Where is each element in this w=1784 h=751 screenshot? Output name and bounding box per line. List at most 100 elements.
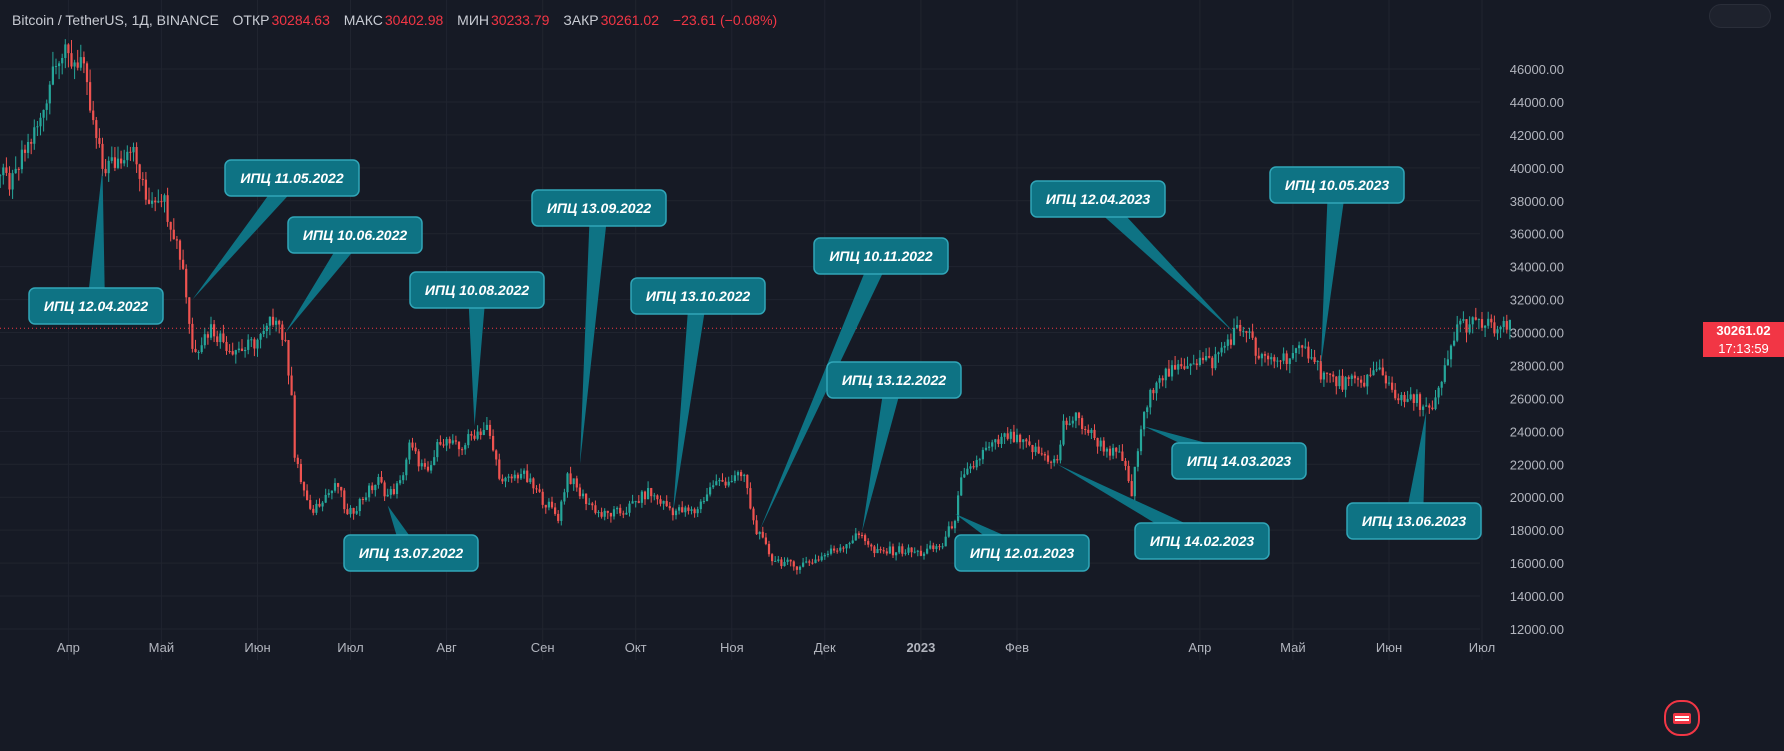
y-tick-label: 38000.00: [1510, 194, 1564, 209]
candle-up: [907, 547, 910, 553]
y-tick-label: 32000.00: [1510, 293, 1564, 308]
candle-up: [374, 484, 377, 491]
candle-down: [92, 110, 95, 121]
callout-box: [630, 277, 766, 315]
candle-up: [333, 483, 337, 491]
callout-label: ИПЦ 13.07.2022: [359, 545, 464, 561]
candle-down: [82, 57, 85, 64]
candle-down: [1505, 321, 1508, 330]
candle-down: [206, 334, 209, 338]
candle-up: [33, 127, 36, 144]
candle-down: [1329, 373, 1332, 375]
candle-down: [1245, 331, 1248, 333]
candle-up: [1508, 319, 1511, 330]
candle-down: [1474, 317, 1477, 320]
candle-up: [1387, 382, 1391, 384]
candle-up: [702, 501, 705, 503]
candle-down: [1313, 357, 1316, 363]
callout-pointer: [87, 167, 105, 307]
candle-up: [904, 552, 907, 554]
candle-up: [73, 62, 76, 67]
candle-down: [470, 434, 473, 436]
candle-up: [259, 333, 262, 340]
candle-up: [994, 439, 997, 443]
candle-down: [318, 503, 321, 507]
candle-down: [575, 478, 578, 488]
callout-pointer: [1405, 411, 1427, 522]
candle-up: [1105, 448, 1108, 452]
candle-up: [485, 424, 488, 430]
candle-down: [296, 457, 299, 464]
candle-up: [547, 501, 550, 508]
tradingview-logo-icon[interactable]: [1664, 700, 1700, 736]
candle-down: [1391, 382, 1394, 390]
candle-up: [1322, 372, 1325, 380]
callout-pointer: [862, 378, 903, 532]
candle-up: [926, 548, 929, 554]
candle-up: [163, 195, 166, 202]
candle-up: [107, 160, 110, 174]
candle-down: [461, 449, 464, 451]
candle-up: [2, 167, 5, 176]
candle-down: [919, 550, 922, 556]
candle-up: [1422, 406, 1425, 410]
open-label: ОТКР: [232, 12, 270, 28]
callout-box: [1346, 502, 1482, 540]
callout-box: [1134, 522, 1270, 560]
candle-down: [380, 476, 383, 483]
callout-box: [287, 216, 423, 254]
candle-down: [554, 507, 557, 514]
candle-down: [448, 438, 451, 444]
candle-up: [1459, 320, 1462, 325]
candle-up: [0, 175, 2, 177]
candle-up: [1338, 375, 1341, 387]
candle-down: [643, 491, 647, 500]
candle-up: [823, 554, 826, 557]
candle-down: [659, 499, 662, 504]
candle-up: [1217, 352, 1220, 355]
candle-up: [395, 483, 399, 495]
candle-up: [507, 476, 510, 478]
candle-down: [656, 495, 659, 500]
callout-label: ИПЦ 12.04.2023: [1046, 191, 1151, 207]
y-tick-label: 36000.00: [1510, 227, 1564, 242]
candle-down: [867, 541, 870, 545]
candle-down: [1394, 389, 1397, 399]
price-scale-button[interactable]: [1709, 4, 1771, 28]
candle-up: [802, 562, 805, 567]
candle-up: [1378, 367, 1381, 370]
candle-up: [1298, 345, 1301, 349]
candle-down: [594, 505, 597, 513]
candle-down: [70, 53, 73, 67]
candle-up: [957, 495, 960, 521]
candle-down: [1211, 357, 1214, 369]
candle-down: [1360, 379, 1363, 383]
candle-up: [523, 470, 526, 474]
candle-down: [95, 120, 98, 139]
candle-up: [631, 501, 634, 504]
callout-label: ИПЦ 13.06.2023: [1362, 513, 1467, 529]
y-tick-label: 44000.00: [1510, 95, 1564, 110]
candle-down: [473, 435, 476, 439]
candle-down: [423, 463, 426, 467]
high-label: МАКС: [343, 12, 383, 28]
candle-down: [222, 333, 225, 342]
candle-up: [45, 103, 48, 110]
callout-box: [1269, 166, 1405, 204]
y-tick-label: 30000.00: [1510, 326, 1564, 341]
candle-down: [687, 507, 690, 511]
candle-up: [978, 459, 981, 461]
callout-box: [954, 534, 1090, 572]
candle-up: [1074, 412, 1077, 421]
candle-up: [408, 442, 411, 460]
symbol-label[interactable]: Bitcoin / TetherUS, 1Д, BINANCE: [12, 12, 219, 28]
candle-down: [191, 323, 194, 349]
candle-up: [690, 509, 693, 511]
candle-down: [1056, 459, 1059, 461]
candle-up: [947, 526, 950, 537]
candle-up: [247, 339, 250, 350]
candle-down: [755, 520, 758, 535]
candle-down: [526, 470, 529, 483]
